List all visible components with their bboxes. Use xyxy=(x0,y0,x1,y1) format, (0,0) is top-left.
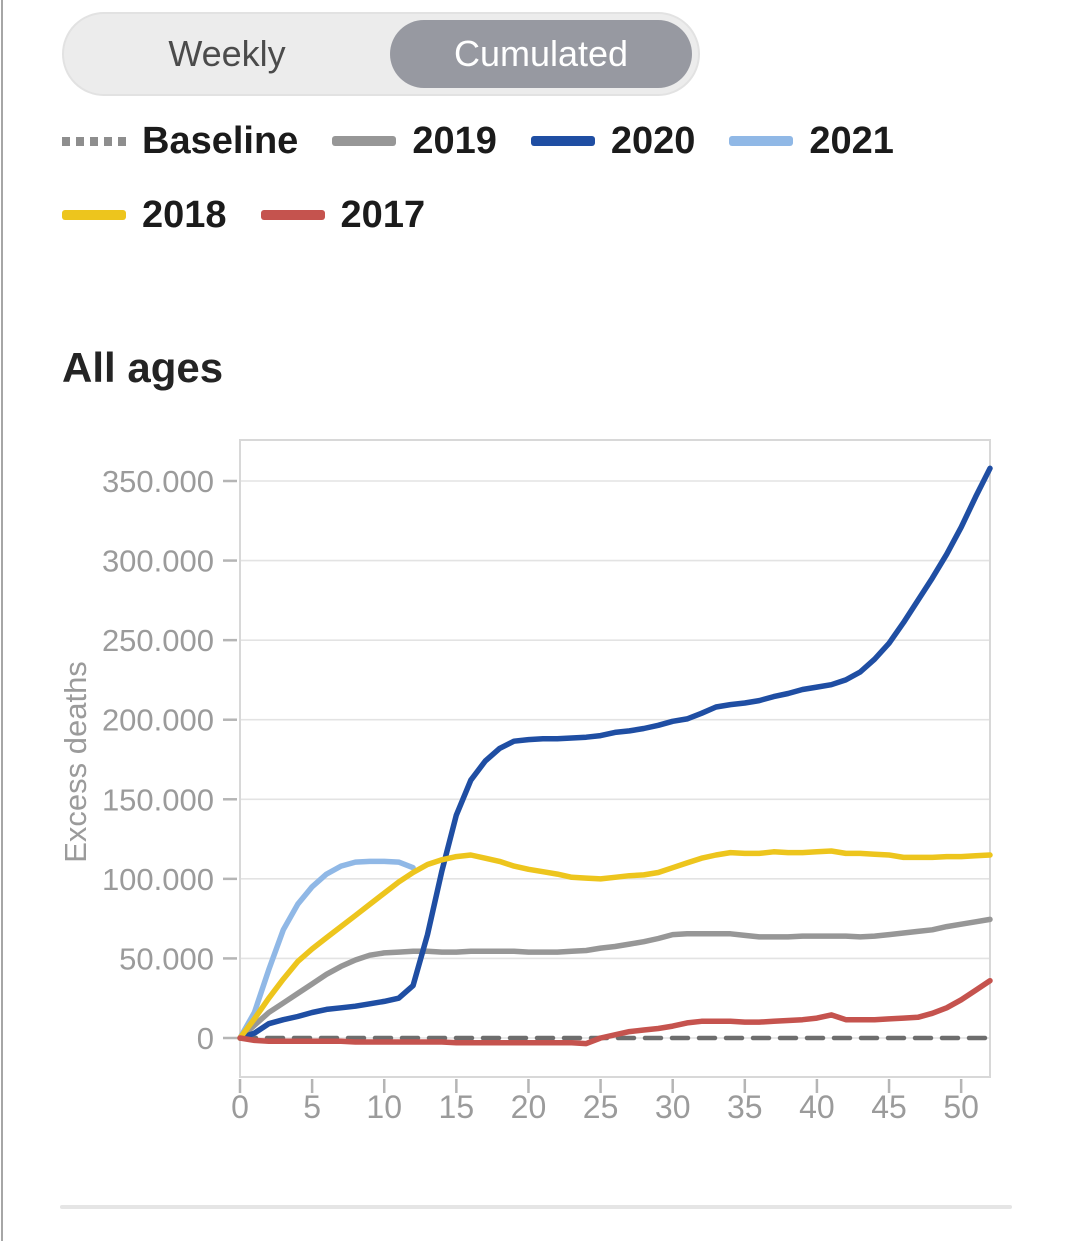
x-tick-label: 45 xyxy=(871,1089,907,1125)
legend-label: 2021 xyxy=(809,120,894,162)
y-tick-label: 300.000 xyxy=(102,544,214,579)
series-line-2017 xyxy=(237,977,993,1047)
x-tick-label: 5 xyxy=(303,1089,321,1125)
legend-swatch-2020 xyxy=(530,136,595,146)
legend-swatch-2017 xyxy=(260,210,325,220)
y-tick-label: 50.000 xyxy=(119,941,214,976)
excess-deaths-chart: 0 50.000 100.000 150.000 200.000 250.000 300.0… xyxy=(58,439,993,1125)
legend-swatch-2021 xyxy=(729,136,794,146)
legend-label: 2018 xyxy=(142,194,227,236)
chart-legend: Baseline 2019 2020 2021 2018 2017 xyxy=(62,118,1042,238)
legend-label: 2020 xyxy=(610,120,696,162)
y-tick-label: 150.000 xyxy=(102,782,214,817)
toggle-option-cumulated[interactable]: Cumulated xyxy=(390,20,692,88)
legend-item-2017: 2017 xyxy=(260,192,426,238)
series-line-2019 xyxy=(237,916,993,1041)
bottom-divider xyxy=(60,1205,1012,1209)
series-line-2018 xyxy=(237,848,993,1041)
x-tick-label: 15 xyxy=(439,1089,475,1125)
y-tick-label: 100.000 xyxy=(102,862,214,897)
legend-swatch-2019 xyxy=(332,136,397,146)
toggle-option-weekly[interactable]: Weekly xyxy=(168,33,286,74)
screen-edge-line xyxy=(1,0,3,1241)
series-line-2021 xyxy=(237,858,416,1041)
legend-item-2018: 2018 xyxy=(62,192,227,238)
plot-border xyxy=(239,439,991,1078)
y-axis-title: Excess deaths xyxy=(60,661,93,863)
chart-container: 0 50.000 100.000 150.000 200.000 250.000 300.0… xyxy=(58,430,1074,1130)
legend-item-2020: 2020 xyxy=(530,118,696,164)
x-tick-label: 10 xyxy=(366,1089,402,1125)
x-tick-label: 50 xyxy=(943,1089,979,1125)
section-title: All ages xyxy=(62,344,224,391)
x-tick-label: 35 xyxy=(727,1089,763,1125)
x-tick-label: 0 xyxy=(231,1089,249,1125)
x-tick-label: 20 xyxy=(511,1089,547,1125)
legend-label: 2019 xyxy=(412,120,497,162)
weekly-cumulated-toggle: Weekly Cumulated xyxy=(62,12,700,96)
legend-item-baseline: Baseline xyxy=(62,118,298,164)
legend-swatch-baseline xyxy=(62,136,126,146)
x-tick-label: 30 xyxy=(655,1089,691,1125)
series-line-2020 xyxy=(237,465,993,1041)
legend-item-2021: 2021 xyxy=(729,118,894,164)
x-tick-label: 25 xyxy=(583,1089,619,1125)
y-tick-label: 350.000 xyxy=(102,464,214,499)
y-tick-label: 200.000 xyxy=(102,703,214,738)
y-tick-label: 250.000 xyxy=(102,623,214,658)
legend-label: 2017 xyxy=(340,194,426,236)
x-tick-label: 40 xyxy=(799,1089,835,1125)
y-tick-label: 0 xyxy=(197,1021,214,1056)
legend-label: Baseline xyxy=(142,120,299,162)
legend-swatch-2018 xyxy=(62,210,126,220)
legend-item-2019: 2019 xyxy=(332,118,497,164)
